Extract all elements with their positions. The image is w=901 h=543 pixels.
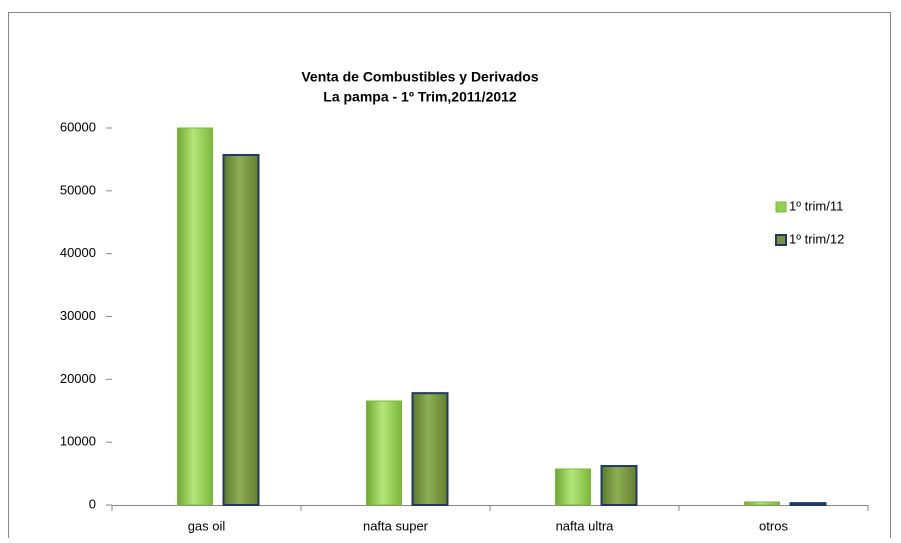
legend-label: 1º trim/12 [789,231,844,246]
chart-border [8,12,891,543]
chart-subtitle: La pampa - 1º Trim,2011/2012 [323,89,517,105]
bar [600,465,638,506]
x-tick-label: nafta ultra [556,518,615,533]
x-tick-label: otros [759,518,788,533]
bar [222,154,260,506]
chart-title: Venta de Combustibles y Derivados [301,69,539,85]
x-tick-label: nafta super [363,518,429,533]
legend-label: 1º trim/11 [789,198,843,213]
legend-swatch [775,201,787,213]
y-tick-label: 50000 [60,182,96,197]
bar [366,400,402,506]
y-tick-label: 30000 [60,308,96,323]
y-tick-label: 20000 [60,371,96,386]
y-tick-label: 40000 [60,245,96,260]
bar [411,392,449,507]
y-tick-label: 60000 [60,119,96,134]
bar [789,502,827,506]
bar [177,127,213,506]
bar [555,468,591,506]
bar [744,501,780,506]
y-tick-label: 0 [89,496,96,511]
y-tick-label: 10000 [60,434,96,449]
x-tick-label: gas oil [188,518,226,533]
legend-swatch [775,234,787,246]
